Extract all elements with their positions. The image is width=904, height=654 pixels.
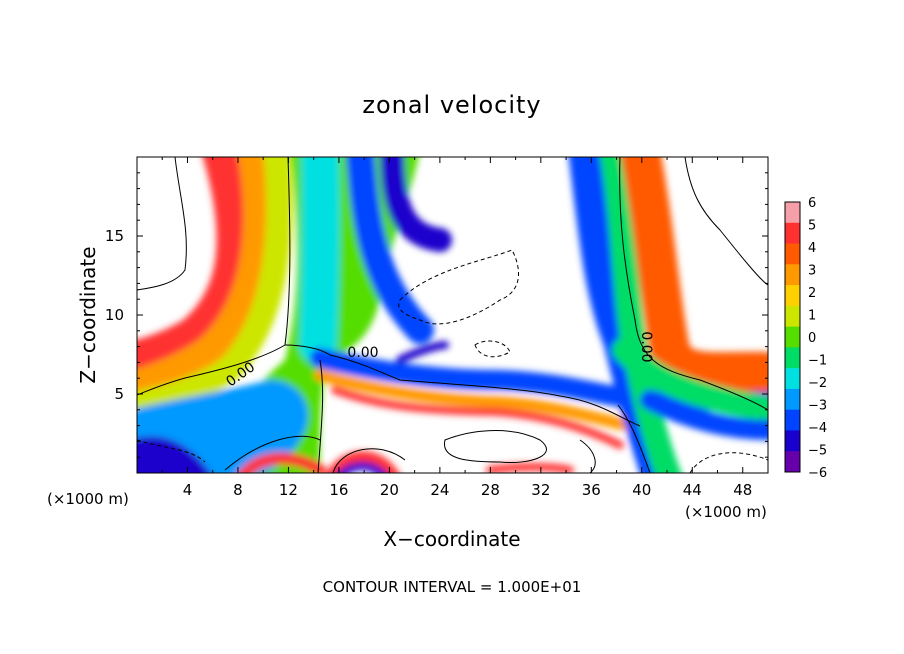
colorbar-swatch — [785, 388, 800, 411]
colorbar-label: −6 — [808, 466, 827, 481]
colorbar-label: 4 — [808, 241, 816, 256]
x-tick-label: 12 — [279, 481, 298, 499]
y-tick-label: 15 — [105, 227, 124, 245]
colorbar-swatch — [785, 451, 800, 473]
colorbar-label: 6 — [808, 196, 816, 211]
velocity-band — [314, 369, 646, 434]
velocity-band — [486, 463, 574, 473]
contour-label: 0.00 — [347, 345, 378, 361]
contour-label: 0.00 — [638, 331, 654, 362]
colorbar: 6 5 4 3 2 1 0 −1 −2 −3 −4 −5 −6 — [784, 196, 827, 481]
velocity-band — [380, 157, 452, 252]
velocity-band — [137, 157, 282, 408]
velocity-region — [137, 436, 211, 473]
velocity-band — [331, 386, 624, 449]
chart-title: zonal velocity — [362, 91, 541, 119]
velocity-band — [137, 157, 292, 417]
contour-line — [444, 430, 547, 464]
x-tick-label: 36 — [582, 481, 601, 499]
colorbar-label: 0 — [808, 331, 816, 346]
contour-lines — [137, 157, 768, 473]
x-tick-label: 40 — [632, 481, 651, 499]
contour-line — [284, 344, 641, 427]
contour-line — [137, 157, 187, 291]
contour-line — [224, 435, 321, 471]
contour-line — [398, 249, 520, 325]
velocity-band — [299, 157, 340, 364]
colorbar-label: 2 — [808, 286, 816, 301]
velocity-band — [337, 462, 387, 473]
velocity-band — [612, 337, 768, 423]
x-tick-label: 48 — [733, 481, 752, 499]
colorbar-swatch — [785, 285, 800, 307]
x-tick-label: 20 — [380, 481, 399, 499]
velocity-band — [640, 390, 768, 440]
colorbar-swatch — [785, 368, 800, 390]
colorbar-label: 5 — [808, 219, 816, 234]
contour-line — [684, 157, 768, 286]
contour-line — [689, 452, 768, 473]
contour-line — [332, 448, 406, 473]
contour-line — [317, 359, 324, 473]
y-tick-label: 5 — [114, 385, 124, 403]
x-tick-label: 16 — [329, 481, 348, 499]
x-unit-right: (×1000 m) — [685, 503, 767, 521]
contour-line — [579, 439, 596, 473]
contour-interval-note: CONTOUR INTERVAL = 1.000E+01 — [323, 578, 582, 596]
colorbar-swatch — [785, 202, 800, 224]
colorbar-swatch — [785, 305, 800, 328]
y-ticks: 5 10 15 — [105, 172, 768, 458]
velocity-band — [326, 451, 399, 473]
colorbar-swatch — [785, 243, 800, 265]
colorbar-frame — [784, 201, 801, 473]
x-tick-label: 24 — [430, 481, 449, 499]
velocity-band — [346, 157, 434, 344]
colorbar-label: −3 — [808, 399, 827, 414]
colorbar-label: 1 — [808, 309, 816, 324]
colorbar-label: 3 — [808, 264, 816, 279]
y-tick-label: 10 — [105, 306, 124, 324]
x-unit-left: (×1000 m) — [47, 490, 129, 508]
velocity-band — [396, 341, 449, 364]
colorbar-swatch — [785, 430, 800, 452]
colorbar-label: −5 — [808, 444, 827, 459]
x-ticks: 4 8 12 16 20 24 28 32 36 40 44 48 — [161, 157, 752, 499]
contour-line — [619, 157, 768, 411]
x-tick-label: 44 — [683, 481, 702, 499]
colorbar-swatch — [785, 409, 800, 431]
x-tick-label: 8 — [233, 481, 243, 499]
y-axis-label: Z−coordinate — [76, 246, 100, 383]
colorbar-swatch — [785, 347, 800, 369]
contour-line — [617, 404, 651, 473]
x-tick-label: 4 — [183, 481, 193, 499]
x-tick-label: 28 — [481, 481, 500, 499]
colorbar-swatch — [785, 326, 800, 348]
colorbar-label: −1 — [808, 354, 827, 369]
velocity-band — [237, 452, 326, 473]
colorbar-label: −2 — [808, 376, 827, 391]
x-axis-label: X−coordinate — [383, 527, 520, 551]
velocity-band — [620, 157, 768, 393]
colorbar-swatch — [785, 264, 800, 286]
contour-line — [137, 157, 291, 396]
x-tick-label: 32 — [531, 481, 550, 499]
colorbar-swatch — [785, 222, 800, 245]
contour-line — [137, 439, 206, 463]
colorbar-label: −4 — [808, 421, 827, 436]
